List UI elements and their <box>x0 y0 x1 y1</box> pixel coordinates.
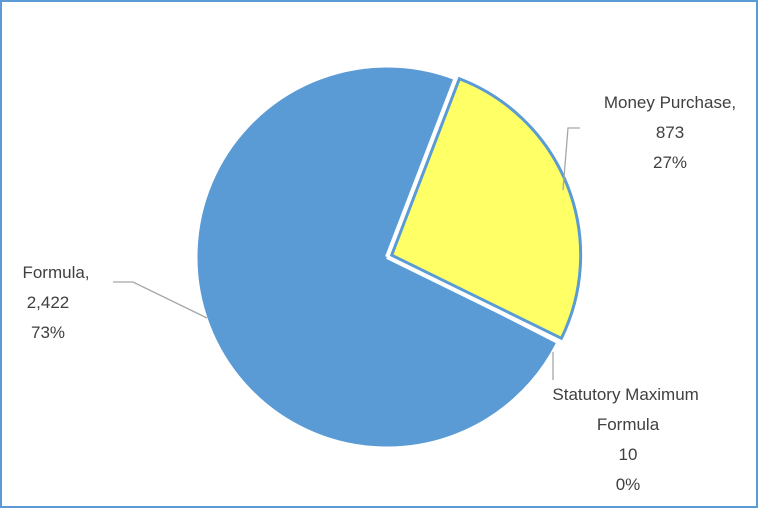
label-money-purchase-value: 873 <box>656 123 684 142</box>
label-money-purchase-percent: 27% <box>653 153 687 172</box>
label-formula-value: 2,422 <box>27 293 70 312</box>
label-statutory-maximum-value: 10 <box>619 445 638 464</box>
label-money-purchase-name: Money Purchase, <box>604 93 736 112</box>
label-statutory-maximum-name-line1: Statutory Maximum <box>552 385 698 404</box>
label-statutory-maximum-name-line2: Formula <box>597 415 660 434</box>
label-formula-name: Formula, <box>22 263 89 282</box>
label-statutory-maximum-percent: 0% <box>616 475 641 494</box>
label-formula-percent: 73% <box>31 323 65 342</box>
